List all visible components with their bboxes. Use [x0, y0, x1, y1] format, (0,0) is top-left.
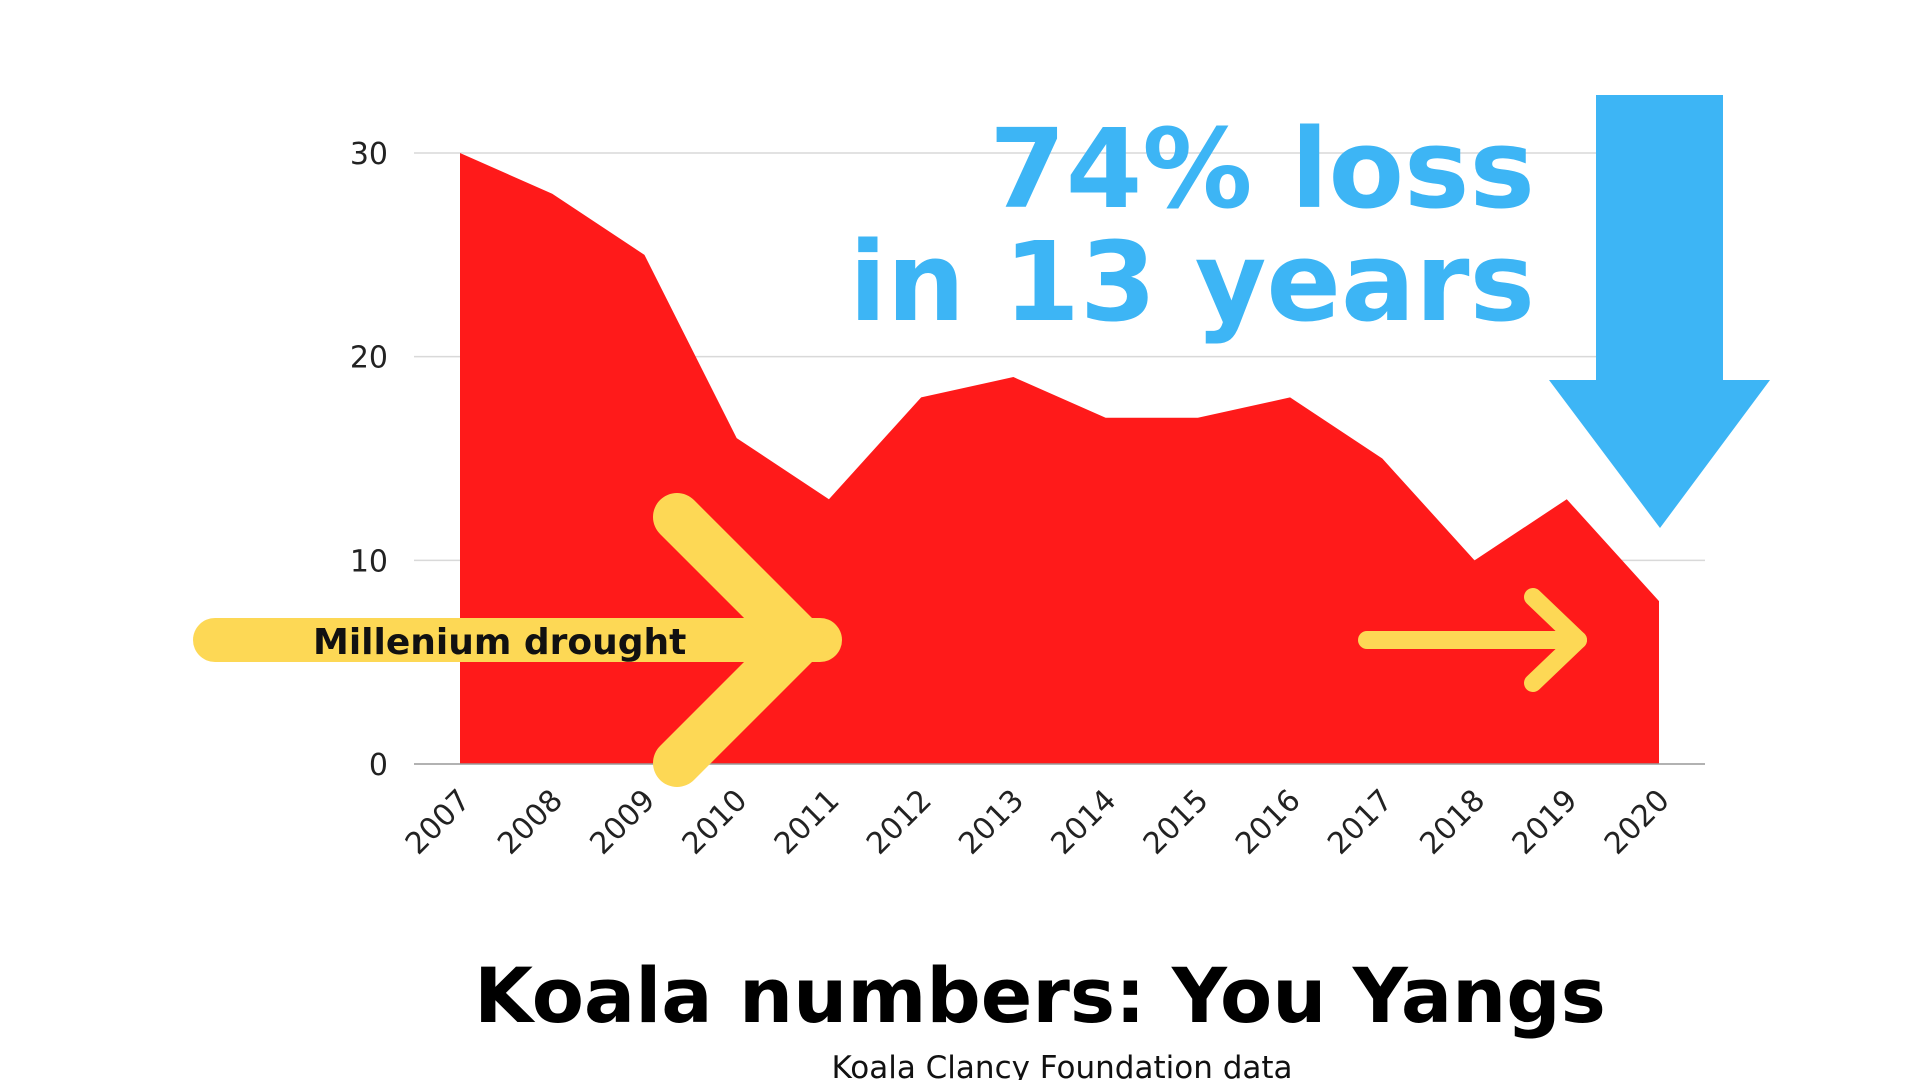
x-tick-label: 2014	[1045, 783, 1124, 862]
x-tick-label: 2019	[1506, 783, 1585, 862]
drought-label: Millenium drought	[313, 622, 686, 663]
small-arrow-icon	[1358, 588, 1587, 692]
x-tick-label: 2015	[1137, 783, 1216, 862]
headline-line-1: 74% loss	[989, 105, 1535, 233]
x-tick-label: 2011	[768, 783, 847, 862]
x-tick-label: 2007	[399, 783, 478, 862]
x-tick-label: 2017	[1321, 783, 1400, 862]
x-tick-label: 2020	[1598, 783, 1677, 862]
x-tick-label: 2013	[952, 783, 1031, 862]
x-tick-label: 2010	[676, 783, 755, 862]
x-tick-label: 2009	[583, 783, 662, 862]
y-tick-label: 30	[350, 137, 388, 172]
down-arrow-icon	[1549, 95, 1770, 528]
y-tick-label: 10	[350, 544, 388, 579]
chart-subtitle: Koala Clancy Foundation data	[831, 1050, 1292, 1080]
y-tick-label: 0	[369, 748, 388, 783]
drought-arrow	[193, 493, 842, 787]
x-tick-label: 2018	[1413, 783, 1492, 862]
chart-title: Koala numbers: You Yangs	[474, 951, 1606, 1040]
y-tick-label: 20	[350, 341, 388, 376]
x-axis-ticks: 2007 2008 2009 2010 2011 2012 2013 2014 2015 2016…	[399, 783, 1677, 862]
x-tick-label: 2016	[1229, 783, 1308, 862]
x-tick-label: 2008	[491, 783, 570, 862]
headline-line-2: in 13 years	[849, 218, 1535, 346]
y-axis-ticks: 0 10 20 30	[350, 137, 388, 783]
x-tick-label: 2012	[860, 783, 939, 862]
